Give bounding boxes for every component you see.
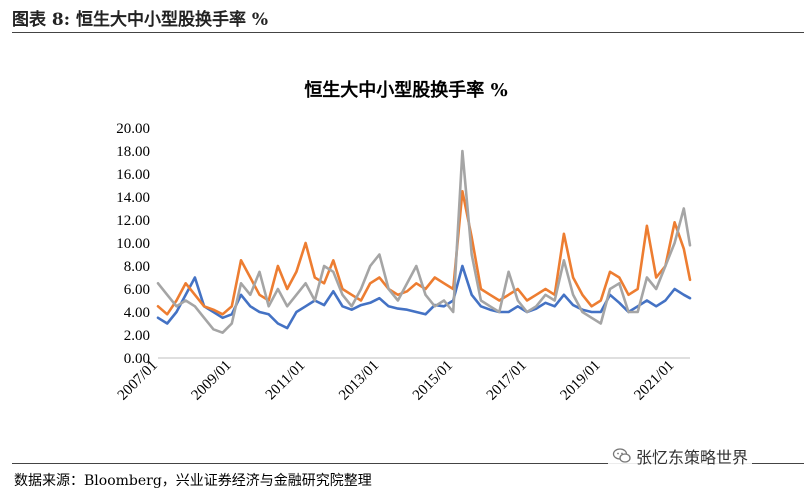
x-tick-label: 2017/01	[484, 358, 530, 404]
x-tick-label: 2015/01	[410, 358, 456, 404]
y-tick-label: 4.00	[124, 305, 150, 321]
x-axis: 2007/01 2009/01 2011/01 2013/01 2015/01 2017/…	[115, 357, 690, 404]
y-tick-label: 2.00	[124, 328, 150, 344]
y-tick-label: 20.00	[116, 121, 150, 137]
series-line-2	[156, 190, 692, 316]
source-note: 数据来源：Bloomberg，兴业证券经济与金融研究院整理	[14, 473, 372, 489]
footer-divider	[12, 463, 804, 464]
y-tick-label: 14.00	[116, 190, 150, 206]
turnover-line-chart: 0.00 2.00 4.00 6.00 8.00 10.00 12.00 14.00 16.00…	[115, 121, 692, 404]
x-tick-label: 2009/01	[189, 358, 235, 404]
x-tick-label: 2011/01	[263, 358, 309, 404]
y-tick-label: 12.00	[116, 213, 150, 229]
y-tick-label: 8.00	[124, 259, 150, 275]
y-axis: 0.00 2.00 4.00 6.00 8.00 10.00 12.00 14.00 16.00…	[116, 121, 150, 367]
y-tick-label: 18.00	[116, 144, 150, 160]
series-line-3	[156, 149, 692, 335]
y-tick-label: 16.00	[116, 167, 150, 183]
header-divider	[12, 32, 804, 33]
series-layer	[156, 149, 692, 335]
chart-title: 恒生大中小型股换手率 %	[304, 80, 508, 101]
series-line-1	[156, 264, 692, 330]
x-tick-label: 2013/01	[336, 358, 382, 404]
figure-header: 图表 8: 恒生大中小型股换手率 %	[12, 10, 269, 30]
watermark-text: 张忆东策略世界	[636, 448, 749, 467]
x-tick-label: 2019/01	[558, 358, 604, 404]
watermark: 张忆东策略世界	[608, 445, 753, 467]
y-tick-label: 0.00	[124, 351, 150, 367]
x-tick-label: 2021/01	[631, 358, 677, 404]
wechat-icon	[612, 448, 631, 463]
y-tick-label: 10.00	[116, 236, 150, 252]
y-tick-label: 6.00	[124, 282, 150, 298]
